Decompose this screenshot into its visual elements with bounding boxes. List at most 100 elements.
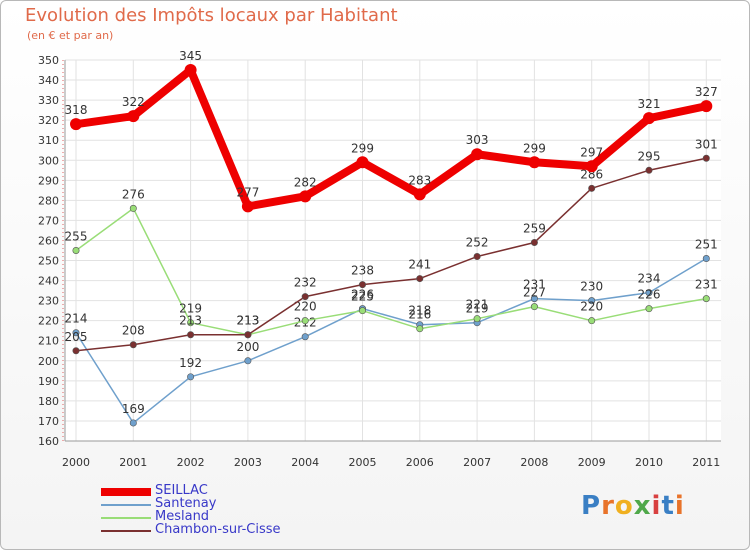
x-tick-label: 2011 [692, 456, 720, 469]
y-tick-label: 300 [38, 154, 59, 167]
data-label-mesland: 225 [351, 290, 374, 304]
data-label-mesland: 276 [122, 187, 145, 201]
data-point-chambon-sur-cisse [645, 166, 653, 174]
data-point-seillac [643, 112, 655, 125]
legend-swatch [101, 530, 151, 532]
logo-letter: o [614, 491, 634, 521]
data-point-seillac [127, 110, 140, 123]
logo-letter: i [674, 491, 685, 521]
data-point-mesland [588, 317, 596, 325]
x-tick-label: 2008 [520, 456, 548, 469]
y-tick-label: 250 [38, 255, 59, 268]
chart-subtitle: (en € et par an) [27, 29, 114, 42]
data-label-seillac: 321 [638, 97, 661, 111]
data-label-seillac: 322 [122, 95, 145, 109]
data-label-seillac: 283 [408, 173, 431, 187]
data-label-chambon-sur-cisse: 295 [638, 149, 661, 163]
series-line-chambon-sur-cisse [75, 157, 707, 352]
data-label-mesland: 219 [179, 302, 202, 316]
data-label-mesland: 255 [65, 230, 88, 244]
data-label-chambon-sur-cisse: 208 [122, 324, 145, 338]
y-tick-label: 310 [38, 134, 59, 147]
data-label-chambon-sur-cisse: 301 [695, 137, 718, 151]
logo-letter: P [581, 491, 602, 521]
x-tick-label: 2007 [463, 456, 491, 469]
data-label-santenay: 169 [122, 402, 145, 416]
data-label-chambon-sur-cisse: 205 [65, 330, 88, 344]
y-tick-label: 240 [38, 275, 59, 288]
series-line-santenay [75, 257, 707, 424]
y-tick-label: 260 [38, 234, 59, 247]
legend-swatch [101, 517, 151, 519]
data-point-mesland [416, 325, 424, 333]
data-label-mesland: 231 [695, 278, 718, 292]
data-point-chambon-sur-cisse [416, 275, 424, 283]
plot-area [65, 60, 721, 441]
data-point-seillac [70, 118, 82, 131]
data-label-mesland: 220 [580, 300, 603, 314]
data-label-santenay: 192 [179, 356, 202, 370]
data-label-seillac: 318 [65, 103, 88, 117]
x-tick-label: 2000 [62, 456, 90, 469]
data-point-santenay [129, 419, 137, 427]
data-point-santenay [244, 357, 252, 365]
data-point-chambon-sur-cisse [129, 341, 137, 349]
data-label-chambon-sur-cisse: 213 [236, 314, 259, 328]
data-point-chambon-sur-cisse [358, 281, 366, 289]
data-label-chambon-sur-cisse: 252 [466, 236, 489, 250]
data-point-santenay [645, 289, 653, 297]
data-label-santenay: 200 [236, 340, 259, 354]
data-label-santenay: 251 [695, 238, 718, 252]
data-label-chambon-sur-cisse: 238 [351, 264, 374, 278]
x-tick-label: 2009 [578, 456, 606, 469]
y-tick-label: 230 [38, 295, 59, 308]
data-label-mesland: 226 [638, 288, 661, 302]
logo-letter: r [601, 491, 615, 521]
logo-letter: i [651, 491, 662, 521]
y-tick-label: 340 [38, 74, 59, 87]
series-line-mesland [75, 207, 707, 336]
data-label-seillac: 299 [523, 141, 546, 155]
data-point-seillac [299, 190, 312, 203]
y-tick-label: 290 [38, 174, 59, 187]
data-label-santenay: 226 [351, 288, 374, 302]
logo-letter: t [661, 491, 675, 521]
data-label-seillac: 299 [351, 141, 374, 155]
data-label-chambon-sur-cisse: 241 [408, 258, 431, 272]
data-label-chambon-sur-cisse: 232 [294, 276, 317, 290]
y-tick-label: 210 [38, 335, 59, 348]
data-point-seillac [471, 148, 484, 161]
data-label-chambon-sur-cisse: 213 [179, 314, 202, 328]
data-point-chambon-sur-cisse [702, 154, 710, 162]
logo-letter: x [633, 491, 652, 521]
data-label-mesland: 220 [294, 300, 317, 314]
x-tick-label: 2003 [234, 456, 262, 469]
y-tick-label: 350 [38, 54, 59, 67]
x-tick-label: 2001 [119, 456, 147, 469]
data-label-mesland: 213 [236, 314, 259, 328]
x-tick-label: 2010 [635, 456, 663, 469]
data-label-seillac: 277 [236, 185, 259, 199]
x-tick-label: 2006 [406, 456, 434, 469]
data-label-mesland: 221 [466, 298, 489, 312]
legend-label: Mesland [155, 509, 210, 524]
data-label-santenay: 231 [523, 278, 546, 292]
y-tick-label: 280 [38, 194, 59, 207]
x-tick-label: 2005 [349, 456, 377, 469]
chart-title: Evolution des Impôts locaux par Habitant [25, 5, 398, 26]
data-point-mesland [129, 204, 137, 212]
data-point-santenay [187, 373, 195, 381]
proxiti-logo: Proxiti [581, 491, 685, 521]
data-point-chambon-sur-cisse [301, 293, 309, 301]
data-point-mesland [72, 247, 80, 255]
data-label-santenay: 234 [638, 272, 661, 286]
data-point-seillac [184, 64, 197, 77]
data-point-chambon-sur-cisse [244, 331, 252, 339]
data-label-seillac: 327 [695, 85, 718, 99]
legend-swatch [101, 488, 151, 496]
data-label-mesland: 216 [408, 308, 431, 322]
data-point-santenay [702, 255, 710, 263]
series-line-seillac [75, 66, 708, 211]
